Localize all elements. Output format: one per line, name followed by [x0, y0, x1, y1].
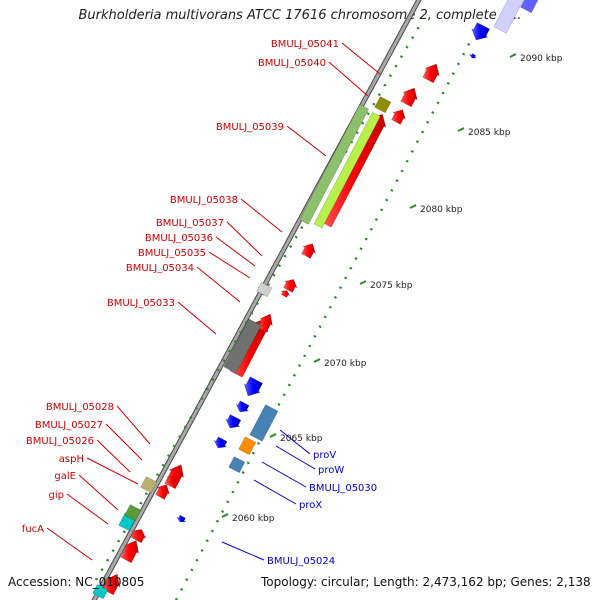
label-leader — [226, 221, 263, 257]
feature-steelblue — [249, 404, 279, 442]
label-leader — [279, 429, 311, 455]
feature-green — [124, 504, 142, 522]
cds-forward — [422, 63, 440, 84]
feature-steelblue — [228, 456, 246, 474]
scale-tick-label: 2070 kbp — [324, 359, 367, 369]
label-leader — [46, 527, 93, 561]
accession-text: Accession: NC_010805 — [8, 575, 145, 589]
gene-label: proW — [318, 465, 344, 476]
gene-label: BMULJ_05024 — [267, 556, 335, 567]
label-leader — [341, 42, 381, 75]
gene-label: BMULJ_05033 — [107, 298, 175, 309]
gene-label: BMULJ_05040 — [258, 58, 326, 69]
gene-label: BMULJ_05037 — [156, 218, 224, 229]
scale-tick-label: 2080 kbp — [420, 205, 463, 215]
scale-tick-mark — [509, 53, 517, 58]
gene-label: BMULJ_05027 — [35, 420, 103, 431]
scale-tick-label: 2085 kbp — [468, 128, 511, 138]
scale-tick-mark — [359, 280, 367, 285]
cds-reverse — [243, 376, 263, 397]
label-leader — [66, 493, 109, 525]
cds-forward — [155, 484, 170, 500]
label-leader — [196, 266, 241, 303]
cds-forward-small — [165, 476, 177, 484]
cds-forward — [120, 540, 140, 564]
scale-tick-label: 2090 kbp — [520, 54, 563, 64]
feature-lightgrey — [256, 281, 273, 298]
cds-forward — [164, 464, 184, 490]
summary-text: Topology: circular; Length: 2,473,162 bp… — [261, 575, 591, 589]
cds-reverse — [235, 400, 250, 413]
label-leader — [105, 423, 143, 461]
cds-reverse — [225, 414, 242, 429]
feature-orange — [238, 436, 257, 456]
feature-cyan — [92, 583, 109, 600]
cds-forward — [130, 529, 147, 544]
gene-label: BMULJ_05034 — [126, 263, 194, 274]
cds-forward — [301, 243, 316, 259]
gene-label: BMULJ_05026 — [26, 436, 94, 447]
gene-label: proV — [313, 450, 336, 461]
cds-forward-small — [279, 290, 291, 298]
gene-label: gip — [49, 490, 64, 501]
label-leader — [275, 445, 316, 470]
label-leader — [240, 198, 283, 233]
scale-tick-mark — [269, 433, 277, 438]
cds-forward — [283, 279, 298, 293]
cds-reverse — [471, 22, 491, 41]
gene-label: aspH — [59, 454, 84, 465]
label-leader — [86, 457, 139, 485]
gene-label: galE — [54, 471, 76, 482]
scale-tick-label: 2065 kbp — [280, 434, 323, 444]
feature-blue-top — [520, 0, 539, 14]
feature-grey — [223, 318, 262, 374]
gene-label: BMULJ_05041 — [271, 39, 339, 50]
scale-tick-mark — [409, 204, 417, 209]
scale-tick-mark — [313, 358, 321, 363]
label-leader — [221, 541, 265, 561]
label-leader — [177, 301, 217, 335]
gene-label: BMULJ_05038 — [170, 195, 238, 206]
gene-label: BMULJ_05035 — [138, 248, 206, 259]
label-leader — [261, 461, 307, 488]
cds-forward — [400, 87, 418, 108]
label-leader — [78, 474, 119, 511]
cds-reverse-small — [176, 514, 187, 523]
scale-tick-mark — [221, 513, 229, 518]
label-leader — [253, 479, 297, 505]
feature-lightblue — [493, 0, 524, 34]
feature-rrna-outer — [299, 104, 370, 225]
gene-label: BMULJ_05030 — [309, 483, 377, 494]
cds-forward — [257, 313, 273, 333]
gene-label: BMULJ_05039 — [216, 122, 284, 133]
cds-reverse-small — [469, 53, 477, 59]
gene-label: fucA — [22, 524, 44, 535]
feature-olive — [374, 96, 392, 114]
scale-tick-label: 2060 kbp — [232, 514, 275, 524]
label-leader — [215, 236, 256, 267]
feature-rrna-inner — [313, 111, 381, 229]
cds-forward — [391, 109, 406, 125]
label-leader — [286, 125, 327, 157]
label-leader — [96, 439, 131, 473]
gene-label: BMULJ_05028 — [46, 402, 114, 413]
scale-tick-mark — [457, 127, 465, 132]
gene-label: BMULJ_05036 — [145, 233, 213, 244]
gene-label: proX — [299, 500, 322, 511]
cds-reverse — [213, 436, 228, 449]
label-leader — [208, 251, 251, 279]
label-leader — [116, 405, 151, 445]
scale-tick-label: 2075 kbp — [370, 281, 413, 291]
label-leader — [328, 61, 369, 97]
feature-khaki — [140, 476, 158, 494]
